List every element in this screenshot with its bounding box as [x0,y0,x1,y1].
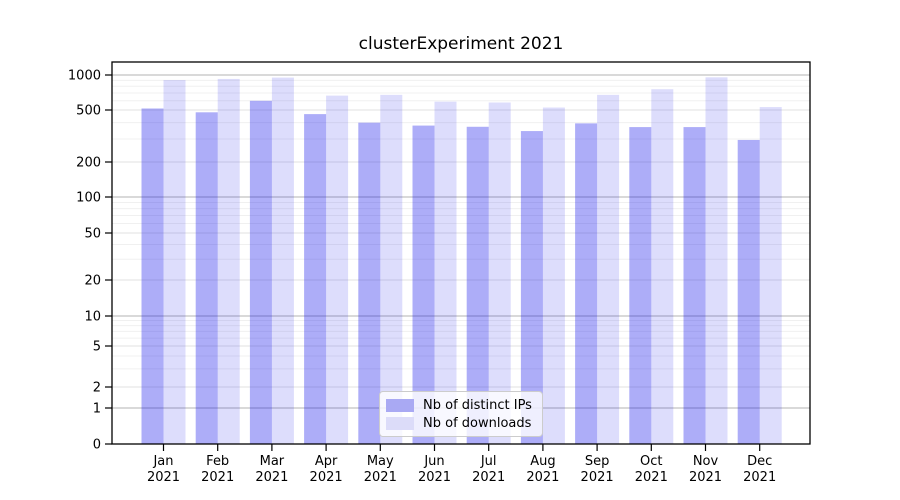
bar-ips-oct [629,127,652,444]
bar-ips-apr [304,114,327,445]
bar-ips-jul [466,126,489,444]
x-tick-month: Jul [480,454,497,469]
x-tick-month: Oct [640,454,662,469]
x-tick-year: 2021 [581,470,614,485]
x-tick-year: 2021 [255,470,288,485]
legend-item-distinct-ips: Nb of distinct IPs [386,396,534,414]
bar-ips-jun [412,125,435,445]
x-tick-month: Apr [315,454,338,469]
chart-title: clusterExperiment 2021 [358,34,564,54]
y-axis: 0 1 2 5 10 20 50 100 200 500 1000 [68,69,112,453]
x-tick-month: Sep [585,454,610,469]
bar-ips-nov [683,127,706,444]
x-tick-month: May [367,454,394,469]
x-tick-month: Nov [693,454,719,469]
bar-ips-sep [575,123,598,444]
y-tick-label: 10 [84,310,101,325]
x-tick-year: 2021 [689,470,722,485]
legend-swatch-ips-icon [386,398,414,412]
bar-downloads-nov [705,77,728,445]
x-tick-year: 2021 [418,470,451,485]
bar-downloads-aug [542,107,565,444]
bars [141,77,782,445]
x-tick-year: 2021 [147,470,180,485]
x-tick-year: 2021 [526,470,559,485]
legend-item-downloads: Nb of downloads [386,414,534,432]
y-tick-label: 5 [93,340,101,355]
legend-label-ips: Nb of distinct IPs [423,397,532,413]
bar-ips-feb [195,112,218,444]
x-axis: Jan2021Feb2021Mar2021Apr2021May2021Jun20… [147,444,776,485]
y-tick-label: 100 [76,191,101,206]
plot-border [111,61,811,445]
y-tick-label: 500 [76,104,101,119]
bar-downloads-jun [434,101,457,445]
bar-downloads-mar [271,77,294,444]
x-tick-month: Jun [423,454,444,469]
bar-downloads-sep [597,94,620,444]
legend-swatch-downloads-icon [386,416,414,430]
bar-ips-aug [520,131,543,445]
y-tick-label: 1000 [68,69,101,84]
bar-downloads-jan [163,80,186,445]
bar-downloads-dec [759,107,782,445]
bar-downloads-feb [217,78,240,444]
legend-label-downloads: Nb of downloads [423,415,532,431]
bar-ips-dec [737,139,760,444]
bar-ips-may [358,122,381,445]
y-tick-label: 200 [76,156,101,171]
y-tick-label: 2 [93,381,101,396]
x-tick-year: 2021 [635,470,668,485]
bar-ips-jan [141,108,164,444]
bar-downloads-oct [651,89,674,445]
y-tick-label: 1 [93,402,101,417]
legend: Nb of distinct IPs Nb of downloads [379,391,543,437]
x-tick-month: Jan [152,454,173,469]
x-tick-year: 2021 [364,470,397,485]
y-tick-label: 20 [84,274,101,289]
x-tick-month: Feb [206,454,229,469]
bar-downloads-apr [326,95,349,444]
x-tick-month: Mar [260,454,285,469]
x-tick-year: 2021 [201,470,234,485]
x-tick-month: Aug [530,454,555,469]
y-tick-label: 50 [84,227,101,242]
bar-ips-mar [249,100,272,444]
bar-downloads-jul [488,102,511,445]
x-tick-month: Dec [747,454,772,469]
x-tick-year: 2021 [743,470,776,485]
x-tick-year: 2021 [472,470,505,485]
y-tick-label: 0 [93,438,101,453]
x-tick-year: 2021 [310,470,343,485]
bar-downloads-may [380,94,403,444]
